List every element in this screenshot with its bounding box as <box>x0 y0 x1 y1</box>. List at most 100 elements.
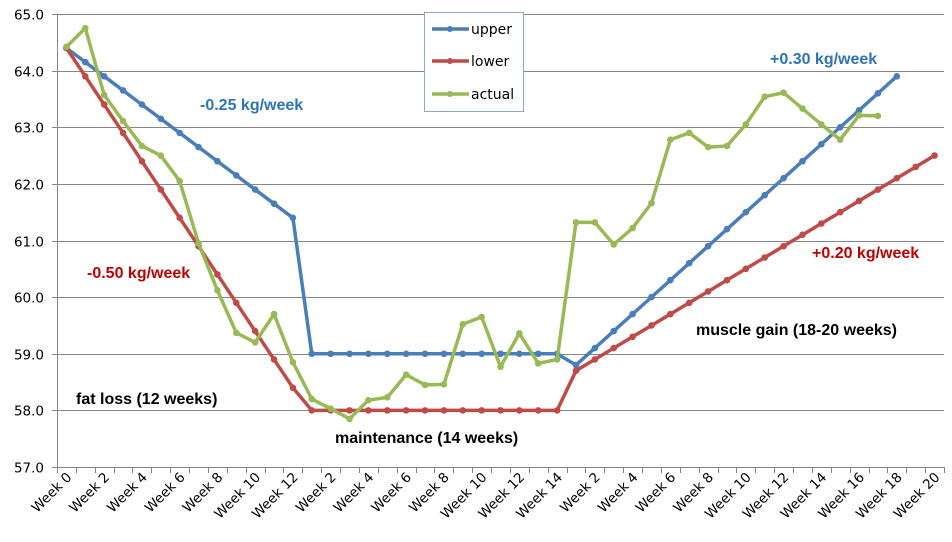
data-point-lower <box>648 322 655 329</box>
data-point-actual <box>723 142 731 150</box>
y-tick-label: 64.0 <box>14 65 44 81</box>
data-point-upper <box>478 350 485 358</box>
data-point-actual <box>232 329 240 337</box>
legend-label-upper: upper <box>471 22 512 38</box>
x-tick-label: Week 6 <box>633 470 680 517</box>
data-point-lower <box>685 299 693 307</box>
data-point-upper <box>82 58 89 66</box>
data-point-actual <box>402 371 410 379</box>
data-point-lower <box>459 407 467 414</box>
data-point-lower <box>402 407 410 414</box>
series-lines <box>63 24 938 423</box>
data-point-actual <box>591 219 599 226</box>
data-point-upper <box>799 157 806 165</box>
data-point-lower <box>855 197 863 205</box>
data-point-actual <box>82 24 89 32</box>
data-point-actual <box>440 381 448 388</box>
data-point-actual <box>270 310 278 318</box>
y-tick-label: 63.0 <box>14 121 44 137</box>
data-point-actual <box>780 89 787 97</box>
data-point-actual <box>308 395 316 403</box>
data-point-lower <box>761 254 769 261</box>
data-point-lower <box>874 186 882 193</box>
data-point-actual <box>836 136 844 144</box>
data-point-upper <box>440 350 448 358</box>
data-point-upper <box>195 143 202 151</box>
data-point-lower <box>440 407 448 414</box>
annotation-upper-fat-loss-rate: -0.25 kg/week <box>200 97 303 114</box>
data-point-upper <box>723 225 731 233</box>
legend-item-lower: lower <box>432 54 510 70</box>
data-point-upper <box>667 276 674 284</box>
data-point-lower <box>629 333 636 341</box>
data-point-upper <box>251 186 259 193</box>
data-point-lower <box>346 407 353 414</box>
data-point-lower <box>818 220 825 227</box>
data-point-actual <box>874 112 882 120</box>
data-point-upper <box>629 310 636 318</box>
annotation-upper-gain-rate: +0.30 kg/week <box>770 51 877 68</box>
x-tick-label: Week 4 <box>331 470 378 517</box>
x-tick-label: Week 2 <box>66 470 113 517</box>
data-point-actual <box>855 112 863 119</box>
data-point-lower <box>497 407 504 414</box>
data-point-actual <box>138 142 146 150</box>
legend-label-actual: actual <box>471 87 514 103</box>
data-point-lower <box>931 152 938 159</box>
data-point-upper <box>685 259 693 267</box>
series-line-actual <box>64 26 880 421</box>
y-tick-label: 60.0 <box>14 291 44 307</box>
data-point-upper <box>742 208 750 216</box>
y-tick-label: 59.0 <box>14 348 44 364</box>
data-point-lower <box>723 276 731 284</box>
data-point-lower <box>157 186 165 193</box>
data-point-lower <box>176 214 183 222</box>
y-axis-ticks: 57.0 58.0 59.0 60.0 61.0 62.0 63.0 64.0 65.0 <box>14 8 57 477</box>
data-point-actual <box>534 360 542 367</box>
data-point-actual <box>572 219 580 226</box>
data-point-upper <box>327 350 334 358</box>
data-point-actual <box>818 121 825 128</box>
data-point-upper <box>421 350 429 358</box>
legend-marker-upper <box>447 26 453 32</box>
data-point-actual <box>704 143 712 151</box>
data-point-actual <box>799 105 806 112</box>
x-tick-label: Week 4 <box>104 470 151 517</box>
x-tick-label: Week 6 <box>368 470 415 517</box>
legend-marker-lower <box>447 58 453 64</box>
data-point-lower <box>478 407 485 414</box>
data-point-upper <box>383 350 391 358</box>
data-point-actual <box>176 177 183 185</box>
data-point-actual <box>667 136 674 144</box>
data-point-upper <box>365 350 372 358</box>
data-point-lower <box>667 310 674 318</box>
data-point-lower <box>742 265 750 273</box>
data-point-lower <box>308 407 316 414</box>
gridlines <box>57 14 944 411</box>
data-point-upper <box>176 129 183 137</box>
data-point-actual <box>157 152 165 159</box>
data-point-upper <box>855 106 863 114</box>
data-point-lower <box>572 367 580 375</box>
data-point-actual <box>100 91 108 99</box>
data-point-lower <box>119 129 127 137</box>
data-point-upper <box>818 140 825 148</box>
annotation-lower-fat-loss-rate: -0.50 kg/week <box>87 265 190 282</box>
data-point-upper <box>780 174 787 182</box>
data-point-upper <box>100 72 108 80</box>
data-point-lower <box>421 407 429 414</box>
series-lower <box>63 44 938 414</box>
data-point-actual <box>459 321 467 328</box>
data-point-actual <box>629 224 636 232</box>
data-point-upper <box>610 327 618 335</box>
data-point-upper <box>308 350 316 358</box>
data-point-lower <box>799 231 806 239</box>
data-point-upper <box>214 157 221 165</box>
data-point-upper <box>402 350 410 358</box>
data-point-upper <box>289 214 297 222</box>
data-point-actual <box>289 358 297 366</box>
data-point-lower <box>516 407 523 414</box>
x-tick-label: Week 2 <box>557 470 604 517</box>
x-tick-label: Week 2 <box>293 470 340 517</box>
